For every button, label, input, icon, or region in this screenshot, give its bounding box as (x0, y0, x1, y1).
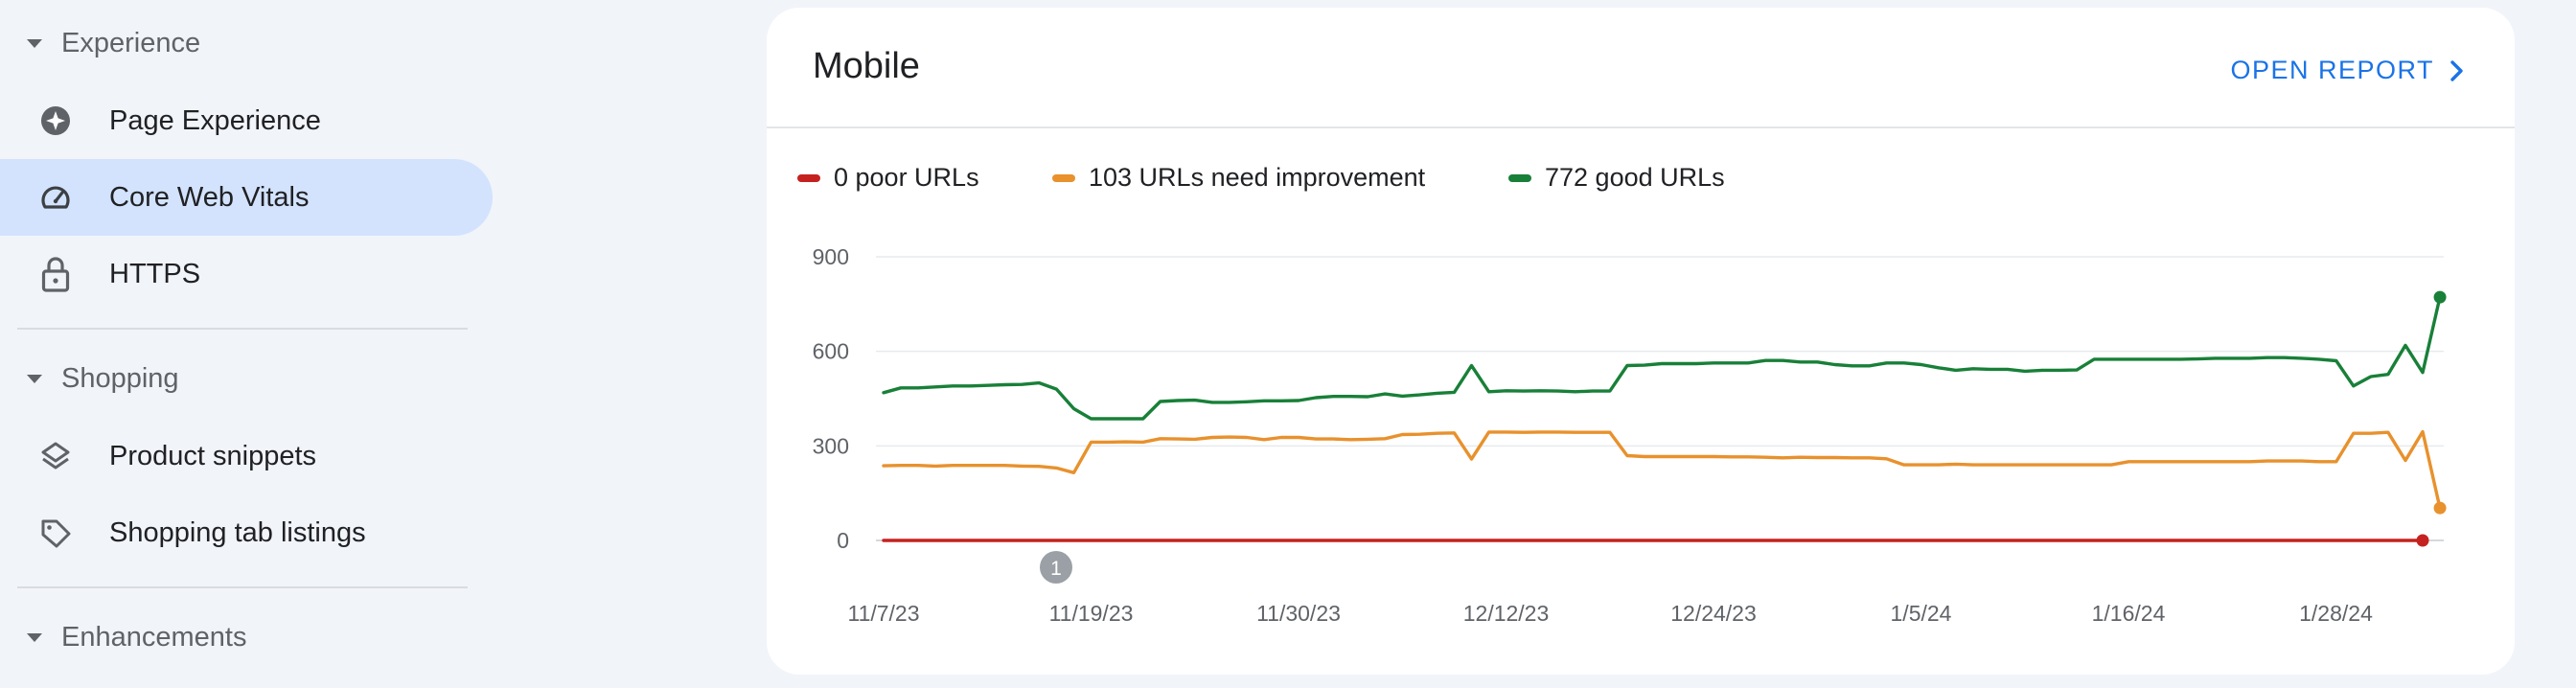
sidebar-item-label: HTTPS (109, 258, 201, 289)
section-label: Experience (61, 27, 201, 58)
x-tick-label: 1/28/24 (2299, 601, 2373, 626)
gauge-icon (38, 180, 73, 215)
sidebar-item-shopping-tab-listings[interactable]: Shopping tab listings (0, 494, 493, 571)
sidebar-item-https[interactable]: HTTPS (0, 236, 493, 312)
caret-down-icon (27, 38, 42, 48)
sidebar-item-product-snippets[interactable]: Product snippets (0, 418, 493, 494)
page-experience-icon (38, 103, 73, 138)
series-end-point-poor (2416, 534, 2429, 547)
sidebar-item-label: Page Experience (109, 104, 321, 136)
legend-item-good[interactable]: 772 good URLs (1508, 163, 1725, 193)
legend-item-need-improvement[interactable]: 103 URLs need improvement (1052, 163, 1425, 193)
series-line-good (882, 295, 2442, 421)
layers-icon (38, 439, 73, 473)
series-end-point-good (2433, 290, 2447, 304)
mobile-report-card: Mobile OPEN REPORT 0 poor URLs 103 URLs … (767, 8, 2515, 675)
section-label: Enhancements (61, 621, 247, 653)
caret-down-icon (27, 632, 42, 642)
section-header-experience[interactable]: Experience (0, 14, 479, 72)
legend-swatch (1508, 173, 1531, 182)
sidebar-item-label: Product snippets (109, 440, 317, 471)
legend-label: 772 good URLs (1545, 163, 1725, 192)
sidebar: Experience Page Experience Core Web Vita… (0, 0, 498, 688)
section-label: Shopping (61, 362, 179, 394)
card-title: Mobile (813, 46, 920, 86)
lock-icon (38, 257, 73, 292)
section-header-shopping[interactable]: Shopping (0, 350, 479, 407)
tag-icon (38, 516, 73, 550)
open-report-button[interactable]: OPEN REPORT (2230, 56, 2467, 85)
x-tick-label: 12/12/23 (1463, 601, 1550, 626)
legend-swatch (797, 173, 820, 182)
chevron-right-icon (2450, 59, 2463, 81)
caret-down-icon (27, 374, 42, 383)
sidebar-item-label: Core Web Vitals (109, 181, 310, 213)
legend-label: 103 URLs need improvement (1089, 163, 1426, 192)
annotation-label: 1 (1050, 558, 1062, 580)
legend-swatch (1052, 173, 1075, 182)
y-tick-label: 300 (813, 433, 849, 458)
series-line-need-improvement (882, 429, 2442, 510)
sidebar-item-label: Shopping tab listings (109, 516, 366, 548)
x-tick-label: 11/30/23 (1256, 601, 1341, 626)
x-tick-label: 1/5/24 (1891, 601, 1952, 626)
sidebar-item-page-experience[interactable]: Page Experience (0, 82, 493, 159)
y-tick-label: 0 (837, 528, 849, 553)
section-header-enhancements[interactable]: Enhancements (0, 608, 479, 666)
y-tick-label: 900 (813, 244, 849, 269)
line-chart[interactable]: 900 600 300 0 11/7/23 11/19/23 11/30/23 12/12/2… (767, 8, 2515, 675)
card-divider (767, 126, 2515, 128)
legend-item-poor[interactable]: 0 poor URLs (797, 163, 979, 193)
sidebar-item-core-web-vitals[interactable]: Core Web Vitals (0, 159, 493, 236)
x-tick-label: 12/24/23 (1670, 601, 1757, 626)
x-tick-label: 11/19/23 (1049, 601, 1134, 626)
y-tick-label: 600 (813, 339, 849, 364)
sidebar-divider (17, 328, 468, 330)
series-end-point-need-improvement (2433, 501, 2447, 515)
annotation-marker[interactable] (1040, 551, 1072, 584)
x-tick-label: 1/16/24 (2092, 601, 2166, 626)
open-report-label: OPEN REPORT (2230, 56, 2434, 84)
sidebar-divider (17, 586, 468, 588)
legend-label: 0 poor URLs (834, 163, 979, 192)
x-tick-label: 11/7/23 (847, 601, 919, 626)
